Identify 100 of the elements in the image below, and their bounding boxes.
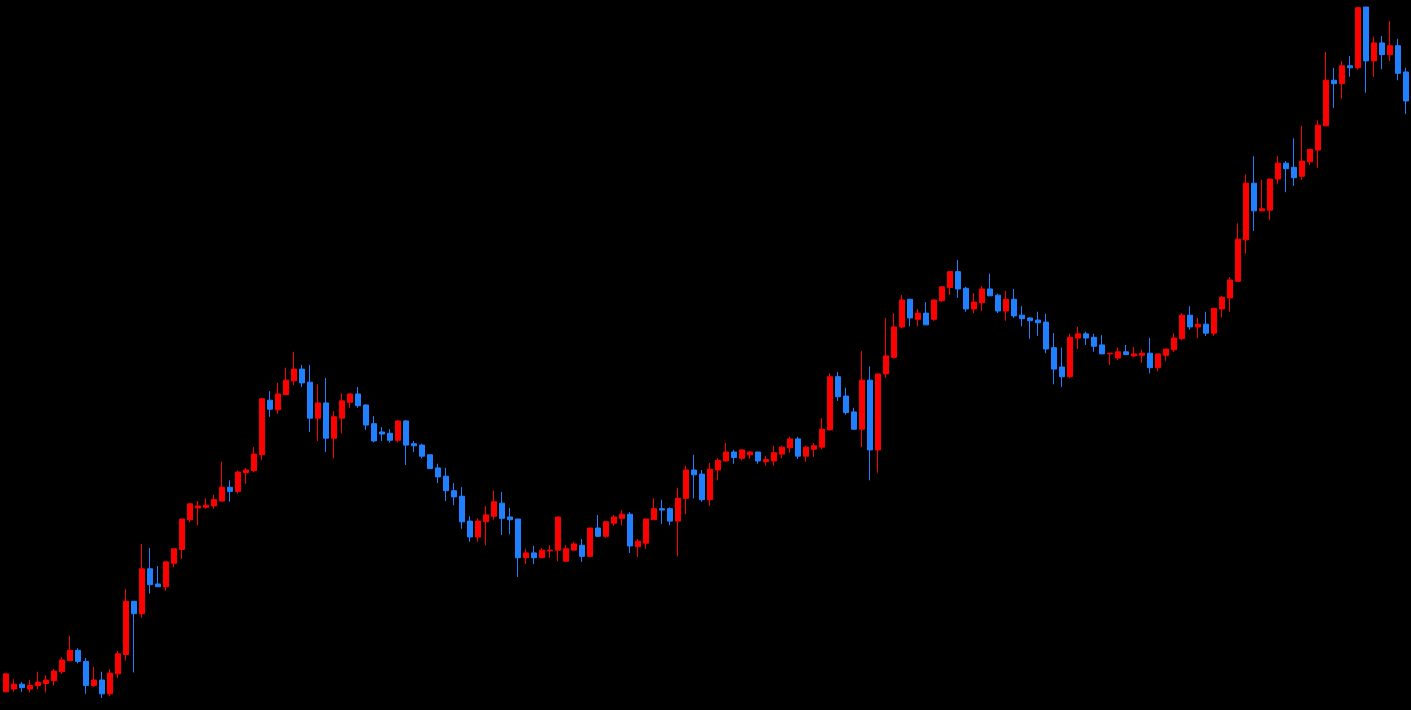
candlestick xyxy=(1219,295,1225,318)
candlestick xyxy=(1371,36,1377,78)
candlestick xyxy=(291,351,297,386)
candlestick xyxy=(667,506,673,526)
candlestick xyxy=(635,538,641,558)
candlestick xyxy=(1403,67,1409,115)
candlestick xyxy=(115,650,121,679)
candlestick xyxy=(1355,6,1361,71)
candlestick xyxy=(35,671,41,690)
candlestick xyxy=(187,502,193,523)
candlestick xyxy=(1027,316,1033,340)
candlestick xyxy=(339,392,345,434)
candlestick xyxy=(987,273,993,297)
candlestick xyxy=(1227,276,1233,313)
candlestick xyxy=(331,410,337,459)
candlestick xyxy=(923,301,929,326)
candlestick xyxy=(835,371,841,402)
candlestick xyxy=(27,679,33,693)
candlestick xyxy=(1195,317,1201,339)
candlestick xyxy=(1339,60,1345,100)
candlestick xyxy=(819,417,825,450)
candlestick xyxy=(67,635,73,662)
candlestick xyxy=(795,436,801,460)
candlestick xyxy=(1163,348,1169,362)
candlestick xyxy=(1003,290,1009,322)
candlestick xyxy=(267,390,273,418)
candlestick xyxy=(323,377,329,453)
candlestick xyxy=(1179,312,1185,341)
candlestick xyxy=(915,308,921,327)
candlestick xyxy=(787,436,793,454)
candlestick xyxy=(1299,125,1305,181)
candlestick xyxy=(147,547,153,595)
candlestick xyxy=(1011,288,1017,319)
candlestick xyxy=(907,298,913,327)
candlestick xyxy=(1267,178,1273,221)
candlestick xyxy=(771,445,777,467)
candlestick xyxy=(1131,346,1137,358)
candlestick xyxy=(1139,349,1145,364)
candlestick xyxy=(195,500,201,526)
candlestick xyxy=(947,271,953,296)
candlestick xyxy=(1243,173,1249,255)
candlestick xyxy=(611,514,617,527)
candlestick xyxy=(971,292,977,314)
candlestick xyxy=(1379,35,1385,70)
candlestick xyxy=(1155,353,1161,372)
candlestick xyxy=(955,259,961,299)
candlestick xyxy=(475,517,481,543)
candlestick xyxy=(1107,352,1113,366)
candlestick xyxy=(931,298,937,322)
candlestick xyxy=(659,499,665,525)
candlestick xyxy=(1099,334,1105,355)
candlestick xyxy=(227,479,233,503)
candlestick xyxy=(1091,333,1097,353)
candlestick xyxy=(1051,332,1057,385)
candlestick xyxy=(875,373,881,474)
candlestick xyxy=(1147,337,1153,374)
candlestick xyxy=(699,469,705,503)
candlestick xyxy=(163,561,169,592)
candlestick xyxy=(1211,307,1217,337)
candlestick xyxy=(811,442,817,458)
candlestick xyxy=(843,387,849,416)
candlestick xyxy=(683,465,689,515)
candlestick xyxy=(531,545,537,565)
candlestick xyxy=(395,419,401,443)
candlestick xyxy=(1187,305,1193,331)
candlestick xyxy=(419,443,425,459)
candlestick xyxy=(1251,155,1257,232)
candlestick xyxy=(371,415,377,443)
candlestick xyxy=(891,312,897,360)
candlestick xyxy=(1035,311,1041,337)
candlestick xyxy=(963,286,969,313)
candlestick xyxy=(467,515,473,543)
candlestick xyxy=(1259,179,1265,212)
candlestick xyxy=(1275,155,1281,185)
candlestick xyxy=(1123,344,1129,356)
candlestick xyxy=(203,497,209,510)
candlestick xyxy=(1067,333,1073,379)
candlestick xyxy=(995,293,1001,314)
candlestick xyxy=(427,454,433,470)
candlestick xyxy=(459,486,465,530)
candlestick xyxy=(1331,67,1337,109)
candlestick xyxy=(1059,347,1065,388)
candlestick xyxy=(51,668,57,687)
candlestick xyxy=(99,671,105,699)
candlestick xyxy=(83,657,89,695)
candlestick xyxy=(347,392,353,409)
candlestick xyxy=(1291,137,1297,187)
candlestick xyxy=(283,367,289,396)
candlestick xyxy=(123,588,129,662)
candlestick xyxy=(315,383,321,442)
candlestick xyxy=(979,285,985,312)
candlestick xyxy=(723,442,729,463)
candlestick xyxy=(299,364,305,388)
candlestick xyxy=(387,428,393,443)
candlestick xyxy=(851,407,857,431)
candlestick xyxy=(131,600,137,673)
candlestick xyxy=(1075,326,1081,350)
candlestick xyxy=(675,487,681,557)
candlestick xyxy=(747,450,753,460)
candlestick xyxy=(619,509,625,526)
